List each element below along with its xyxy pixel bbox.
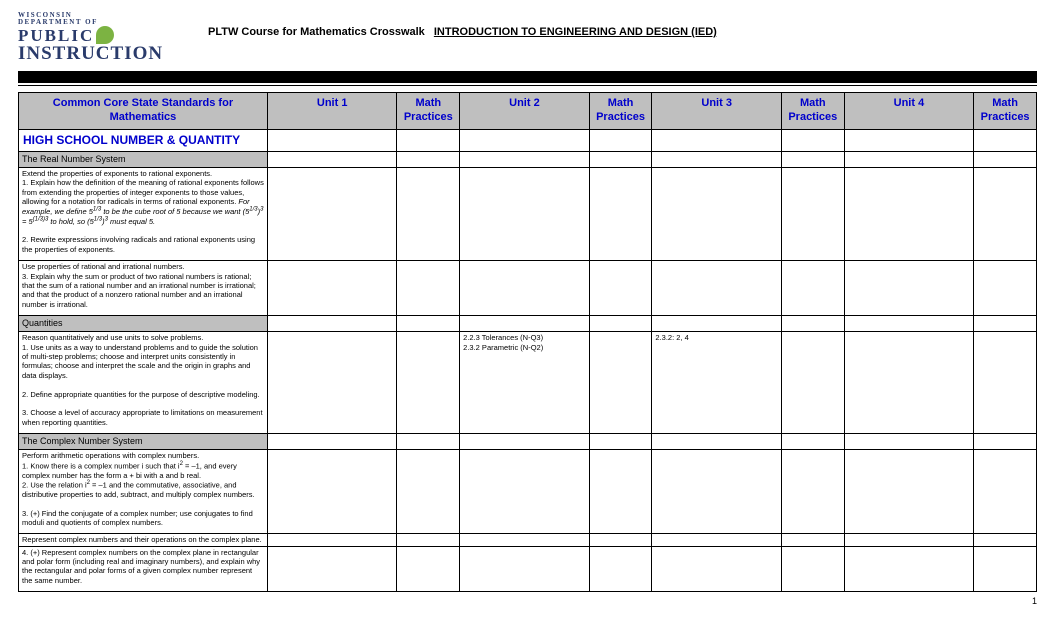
section-real-num: The Real Number System: [19, 151, 1037, 167]
header-row: Common Core State Standards for Mathemat…: [19, 93, 1037, 130]
col-standards: Common Core State Standards for Mathemat…: [19, 93, 268, 130]
page-number: 1: [18, 596, 1037, 606]
section-label: HIGH SCHOOL NUMBER & QUANTITY: [19, 129, 268, 151]
table-row: Reason quantitatively and use units to s…: [19, 332, 1037, 434]
col-prac4: Math Practices: [974, 93, 1037, 130]
crosswalk-table: Common Core State Standards for Mathemat…: [18, 92, 1037, 592]
col-unit4: Unit 4: [844, 93, 974, 130]
col-unit2: Unit 2: [460, 93, 590, 130]
cell-desc: Extend the properties of exponents to ra…: [19, 167, 268, 260]
dpi-logo: WISCONSIN DEPARTMENT OF PUBLIC INSTRUCTI…: [18, 12, 128, 63]
logo-line3: PUBLIC: [18, 27, 94, 44]
logo-line4: INSTRUCTION: [18, 44, 128, 63]
cell-desc: Use properties of rational and irrationa…: [19, 261, 268, 316]
cell-unit2: 2.2.3 Tolerances (N-Q3) 2.3.2 Parametric…: [460, 332, 590, 434]
title-right: INTRODUCTION TO ENGINEERING AND DESIGN (…: [434, 26, 717, 38]
divider-thin: [18, 85, 1037, 86]
section-hs-num-qty: HIGH SCHOOL NUMBER & QUANTITY: [19, 129, 1037, 151]
divider-thick: [18, 71, 1037, 83]
cell-unit3: 2.3.2: 2, 4: [652, 332, 782, 434]
sub-label: Quantities: [19, 316, 268, 332]
table-row: Extend the properties of exponents to ra…: [19, 167, 1037, 260]
cell-desc: Reason quantitatively and use units to s…: [19, 332, 268, 434]
col-prac2: Math Practices: [589, 93, 652, 130]
document-title: PLTW Course for Mathematics Crosswalk IN…: [208, 12, 717, 38]
sub-label: The Complex Number System: [19, 434, 268, 450]
cell-desc: 4. (+) Represent complex numbers on the …: [19, 546, 268, 592]
logo-line2: DEPARTMENT OF: [18, 19, 128, 26]
col-unit3: Unit 3: [652, 93, 782, 130]
table-row: Perform arithmetic operations with compl…: [19, 450, 1037, 534]
section-quantities: Quantities: [19, 316, 1037, 332]
cell-desc: Perform arithmetic operations with compl…: [19, 450, 268, 534]
title-left: PLTW Course for Mathematics Crosswalk: [208, 26, 425, 38]
col-prac1: Math Practices: [397, 93, 460, 130]
table-row: 4. (+) Represent complex numbers on the …: [19, 546, 1037, 592]
col-prac3: Math Practices: [781, 93, 844, 130]
sub-label: The Real Number System: [19, 151, 268, 167]
table-row: Represent complex numbers and their oper…: [19, 534, 1037, 546]
logo-icon: [96, 26, 114, 44]
page-header: WISCONSIN DEPARTMENT OF PUBLIC INSTRUCTI…: [18, 12, 1037, 63]
section-complex: The Complex Number System: [19, 434, 1037, 450]
col-unit1: Unit 1: [267, 93, 397, 130]
cell-desc: Represent complex numbers and their oper…: [19, 534, 268, 546]
table-row: Use properties of rational and irrationa…: [19, 261, 1037, 316]
